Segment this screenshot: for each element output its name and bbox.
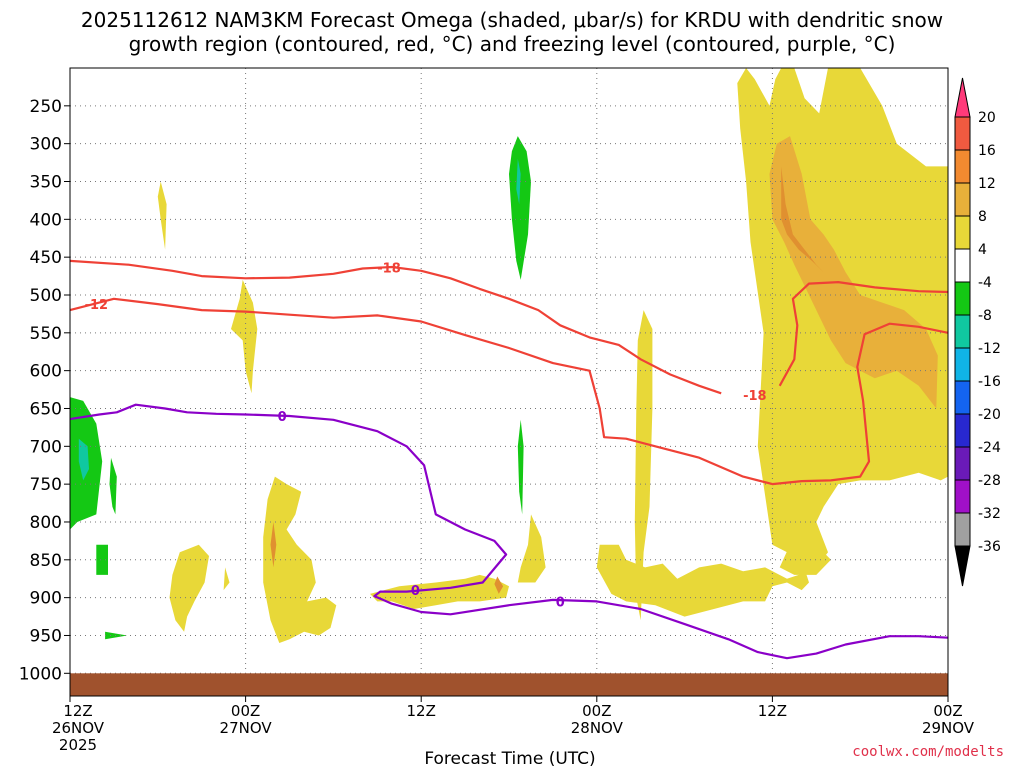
xtick-label-5-1: 00Z — [933, 702, 962, 720]
ytick-label-600: 600 — [30, 362, 62, 382]
purple-contour-label-0: 0 — [278, 410, 287, 425]
colorbar-label-6: -8 — [978, 308, 992, 324]
colorbar-label-2: 12 — [978, 176, 996, 192]
xtick-label-0-1: 12Z — [63, 702, 92, 720]
colorbar-swatch-12 — [954, 479, 971, 514]
xtick-label-4-1: 12Z — [758, 702, 787, 720]
colorbar-top-arrow — [954, 77, 971, 118]
xtick-label-0-3: 2025 — [59, 736, 97, 754]
colorbar-swatch-3 — [954, 182, 971, 217]
purple-contour-line-0 — [69, 403, 949, 660]
dendritic-growth-contours: -18 -12 -18 — [69, 259, 949, 486]
colorbar-label-7: -12 — [978, 341, 1001, 357]
title-line-1: 2025112612 NAM3KM Forecast Omega (shaded… — [80, 8, 944, 32]
colorbar-swatch-5 — [954, 248, 971, 283]
colorbar-label-11: -28 — [978, 473, 1001, 489]
colorbar-swatch-4 — [954, 215, 971, 250]
red-contour-label-1: -12 — [85, 298, 109, 313]
title-line-2: growth region (contoured, red, °C) and f… — [128, 32, 896, 56]
colorbar-label-8: -16 — [978, 374, 1001, 390]
ytick-label-900: 900 — [30, 589, 62, 609]
omega-region-14 — [509, 136, 531, 280]
omega-region-19 — [96, 544, 108, 575]
y-axis-ticks: 250 300 350 400 450 500 550 600 650 700 750 800 850 9… — [19, 97, 70, 684]
colorbar-swatch-6 — [954, 281, 971, 316]
colorbar: 20 16 12 8 4 -4 -8 -12 -16 -20 -24 -28 -32 -36 — [954, 77, 1001, 587]
ytick-label-700: 700 — [30, 437, 62, 457]
omega-shading — [70, 68, 948, 643]
ytick-label-550: 550 — [30, 324, 62, 344]
colorbar-swatch-7 — [954, 314, 971, 349]
omega-region-5 — [263, 476, 337, 643]
colorbar-label-12: -32 — [978, 506, 1001, 522]
ytick-label-450: 450 — [30, 248, 62, 268]
ground-surface — [70, 673, 948, 696]
xtick-label-3-1: 00Z — [582, 702, 611, 720]
ytick-label-950: 950 — [30, 626, 62, 646]
colorbar-label-3: 8 — [978, 209, 987, 225]
omega-region-10 — [494, 576, 504, 594]
omega-region-2 — [781, 166, 824, 273]
omega-region-4 — [231, 279, 258, 394]
ytick-label-300: 300 — [30, 135, 62, 155]
xtick-label-1-1: 00Z — [231, 702, 260, 720]
colorbar-label-0: 20 — [978, 110, 996, 126]
colorbar-bottom-arrow — [954, 545, 971, 587]
xtick-label-0-2: 26NOV — [52, 719, 105, 737]
colorbar-swatch-13 — [954, 512, 971, 547]
omega-region-15 — [516, 158, 521, 205]
red-contour-label-2: -18 — [743, 389, 767, 404]
colorbar-swatch-2 — [954, 149, 971, 184]
ytick-label-500: 500 — [30, 286, 62, 306]
omega-region-11 — [517, 514, 546, 583]
omega-region-20 — [105, 631, 128, 640]
colorbar-swatch-11 — [954, 446, 971, 481]
xtick-label-5-2: 29NOV — [922, 719, 975, 737]
omega-region-0 — [596, 68, 948, 617]
omega-region-17 — [78, 438, 89, 481]
ytick-label-400: 400 — [30, 210, 62, 230]
omega-region-12 — [634, 310, 653, 621]
x-axis-label: Forecast Time (UTC) — [424, 749, 595, 768]
red-contour-line-2 — [778, 281, 949, 387]
omega-region-1 — [769, 136, 938, 409]
omega-region-21 — [517, 419, 524, 515]
ytick-label-1000: 1000 — [19, 664, 62, 684]
credit-text: coolwx.com/modelts — [852, 744, 1004, 760]
colorbar-label-4: 4 — [978, 242, 987, 258]
omega-region-13 — [779, 484, 831, 575]
xtick-label-3-2: 28NOV — [571, 719, 624, 737]
colorbar-swatch-8 — [954, 347, 971, 382]
omega-region-7 — [169, 544, 209, 632]
xtick-label-1-2: 27NOV — [220, 719, 273, 737]
ytick-label-250: 250 — [30, 97, 62, 117]
ytick-label-650: 650 — [30, 399, 62, 419]
omega-region-3 — [157, 181, 167, 250]
colorbar-label-5: -4 — [978, 275, 992, 291]
xtick-label-2-1: 12Z — [407, 702, 436, 720]
ytick-label-350: 350 — [30, 172, 62, 192]
colorbar-swatch-1 — [954, 116, 971, 151]
plot-frame — [69, 67, 949, 697]
colorbar-swatch-10 — [954, 413, 971, 448]
colorbar-label-9: -20 — [978, 407, 1001, 423]
omega-region-18 — [109, 457, 117, 515]
colorbar-label-1: 16 — [978, 143, 996, 159]
red-contour-label-0: -18 — [377, 262, 401, 277]
ytick-label-800: 800 — [30, 513, 62, 533]
colorbar-label-10: -24 — [978, 440, 1001, 456]
ytick-label-750: 750 — [30, 475, 62, 495]
omega-region-6 — [270, 522, 277, 568]
freezing-level-contours: 0 0 0 — [69, 403, 949, 660]
colorbar-label-13: -36 — [978, 539, 1001, 555]
colorbar-swatch-9 — [954, 380, 971, 415]
omega-region-8 — [223, 567, 230, 591]
red-contour-line-1 — [69, 297, 949, 486]
ytick-label-850: 850 — [30, 551, 62, 571]
purple-extra-label-0: 0 — [411, 584, 420, 599]
red-contour-line-0 — [69, 259, 722, 395]
purple-extra-label-1: 0 — [556, 595, 565, 610]
